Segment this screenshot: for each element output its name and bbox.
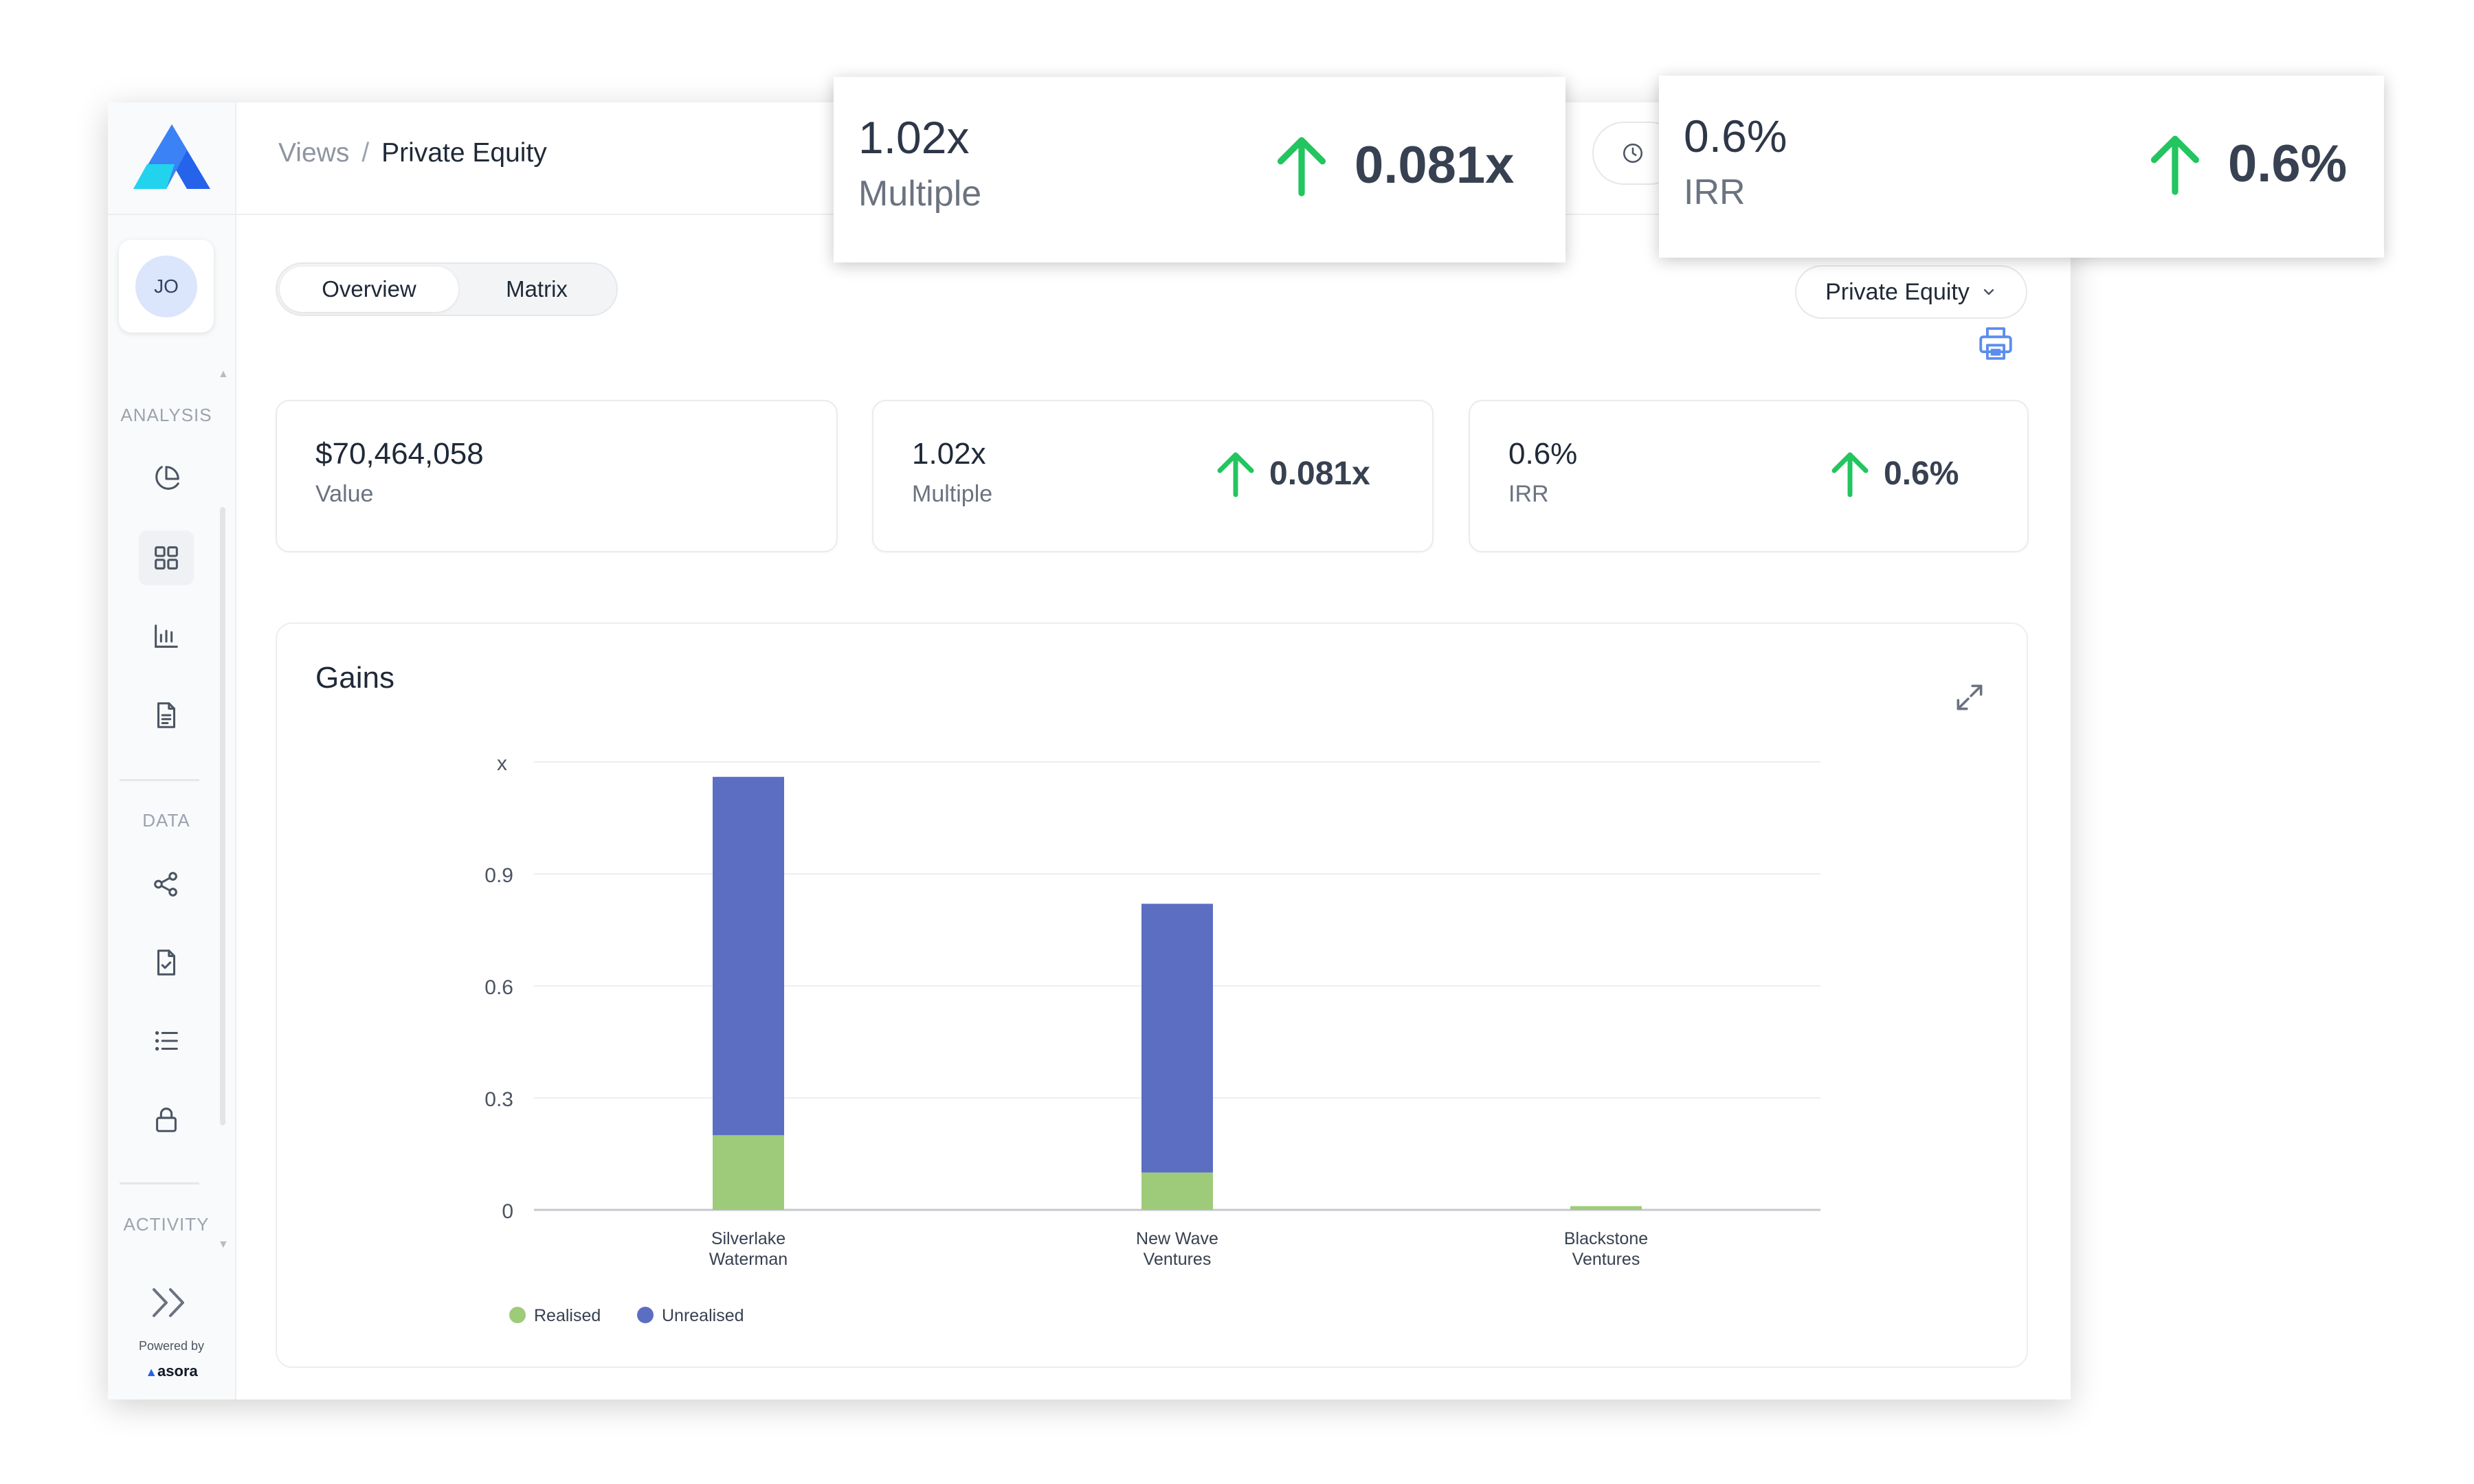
sidebar: JO ▲ ▼ ANALYSIS DATA	[108, 102, 236, 1399]
scroll-down-arrow[interactable]: ▼	[218, 1239, 229, 1250]
legend-label: Realised	[534, 1306, 601, 1325]
scroll-up-arrow[interactable]: ▲	[218, 368, 229, 380]
portfolio-dropdown[interactable]: Private Equity	[1795, 265, 2027, 319]
gains-chart: 0 0.3 0.6 0.9 x Silverlake Waterman New Wave Ven…	[484, 752, 1820, 1325]
sidebar-section-data: DATA	[142, 810, 190, 831]
x-tick-label: Silverlake Waterman	[709, 1229, 788, 1269]
breadcrumb-views-link[interactable]: Views	[278, 138, 350, 168]
x-tick-label: Blackstone Ventures	[1564, 1229, 1648, 1269]
app-logo[interactable]	[133, 123, 210, 190]
kpi-delta-value: 0.6%	[1884, 455, 1959, 492]
legend-swatch	[637, 1307, 654, 1323]
legend-swatch	[509, 1307, 526, 1323]
kpi-label: Multiple	[912, 481, 993, 507]
tooltip-multiple: 1.02x Multiple 0.081x	[834, 77, 1565, 262]
sidebar-scrollbar[interactable]	[220, 507, 225, 1125]
tab-matrix[interactable]: Matrix	[506, 276, 568, 302]
brand-mark-icon: ▲	[145, 1365, 158, 1379]
kpi-card-value: $70,464,058 Value	[276, 400, 838, 552]
view-tabs: Overview Matrix	[276, 262, 618, 316]
avatar[interactable]: JO	[135, 255, 197, 317]
arrow-up-icon	[1831, 452, 1869, 497]
breadcrumb: Views / Private Equity	[278, 138, 547, 168]
kpi-card-irr: 0.6% IRR 0.6%	[1469, 400, 2029, 552]
dashboard-grid-icon[interactable]	[139, 530, 194, 585]
clock-icon	[1623, 143, 1643, 164]
report-document-icon[interactable]	[139, 688, 194, 743]
pie-chart-icon[interactable]	[139, 451, 194, 506]
share-nodes-icon[interactable]	[139, 857, 194, 912]
arrow-up-icon	[2150, 135, 2200, 195]
y-tick-label: 0	[502, 1200, 513, 1223]
kpi-delta: 0.081x	[1214, 449, 1370, 497]
kpi-delta: 0.6%	[1829, 449, 1959, 497]
y-tick-label: 0.9	[484, 864, 513, 887]
bar-unrealised-1	[713, 776, 784, 1136]
sidebar-divider	[120, 1182, 199, 1184]
print-icon[interactable]	[1976, 324, 2016, 363]
chevron-down-icon	[1983, 289, 1994, 295]
gains-chart-card: Gains 0 0.3 0.6 0.9 x Silverlake Waterman New W…	[276, 622, 2028, 1368]
legend-label: Unrealised	[662, 1306, 744, 1325]
expand-chart-icon[interactable]	[1952, 680, 1987, 715]
sidebar-divider	[120, 779, 199, 781]
kpi-value: 0.6%	[1508, 437, 1578, 471]
tooltip-delta-value: 0.081x	[1355, 135, 1515, 194]
bar-realised-3	[1570, 1206, 1642, 1210]
list-icon[interactable]	[139, 1013, 194, 1068]
kpi-delta-value: 0.081x	[1269, 455, 1370, 492]
kpi-label: IRR	[1508, 481, 1549, 507]
tooltip-irr: 0.6% IRR 0.6%	[1659, 76, 2384, 258]
tooltip-value: 1.02x	[858, 112, 970, 163]
kpi-label: Value	[315, 481, 374, 507]
arrow-up-icon	[1217, 452, 1254, 497]
lock-icon[interactable]	[139, 1092, 194, 1147]
tab-overview[interactable]: Overview	[280, 267, 458, 312]
tooltip-label: Multiple	[858, 174, 982, 214]
brand-logo: ▲asora	[108, 1362, 235, 1380]
sidebar-section-analysis: ANALYSIS	[120, 405, 212, 425]
breadcrumb-separator: /	[361, 138, 370, 168]
app-window: JO ▲ ▼ ANALYSIS DATA	[108, 102, 2071, 1399]
bar-realised-1	[713, 1135, 784, 1210]
kpi-card-multiple: 1.02x Multiple 0.081x	[872, 400, 1434, 552]
powered-by-label: Powered by	[138, 1339, 205, 1353]
sidebar-header-divider	[108, 214, 235, 215]
chart-title: Gains	[315, 661, 394, 695]
user-card[interactable]: JO	[119, 240, 214, 333]
bar-chart-icon[interactable]	[139, 609, 194, 664]
tooltip-value: 0.6%	[1684, 111, 1787, 161]
bar-unrealised-2	[1141, 903, 1213, 1173]
arrow-up-icon	[1277, 137, 1326, 196]
sidebar-section-activity: ACTIVITY	[123, 1214, 210, 1235]
kpi-value: $70,464,058	[315, 437, 484, 471]
tooltip-delta-value: 0.6%	[2228, 134, 2348, 193]
y-axis-label: x	[497, 752, 507, 775]
y-tick-label: 0.3	[484, 1088, 513, 1111]
tooltip-label: IRR	[1684, 172, 1746, 212]
tooltip-delta: 0.6%	[2147, 131, 2347, 196]
tooltip-delta: 0.081x	[1273, 132, 1514, 198]
bar-realised-2	[1141, 1172, 1213, 1210]
kpi-value: 1.02x	[912, 437, 986, 471]
y-tick-label: 0.6	[484, 976, 513, 999]
expand-sidebar-icon[interactable]	[146, 1284, 194, 1321]
checklist-document-icon[interactable]	[139, 935, 194, 990]
portfolio-dropdown-value: Private Equity	[1825, 278, 1970, 305]
breadcrumb-current: Private Equity	[381, 138, 547, 168]
x-tick-label: New Wave Ventures	[1136, 1229, 1218, 1269]
brand-name: asora	[157, 1362, 198, 1380]
